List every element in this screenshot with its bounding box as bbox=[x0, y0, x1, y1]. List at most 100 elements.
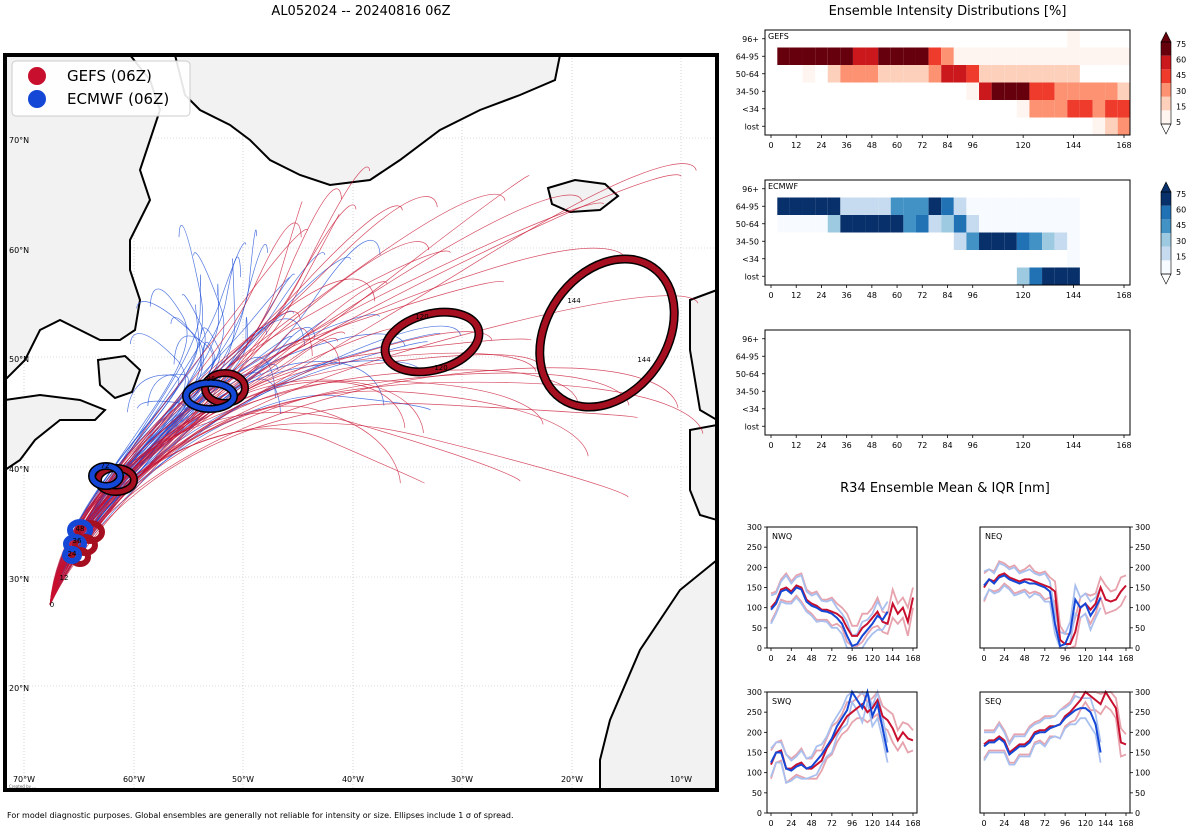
heatmap-cell bbox=[991, 65, 1005, 83]
heatmap-cell bbox=[1016, 65, 1030, 83]
heatmap-cell bbox=[890, 215, 904, 233]
heatmap-cell bbox=[1067, 100, 1080, 118]
x-tick-label: 144 bbox=[885, 654, 900, 663]
heatmap-cell bbox=[890, 65, 904, 83]
ensemble-track bbox=[49, 367, 679, 606]
iqr-line bbox=[770, 596, 889, 649]
heatmap-cell bbox=[928, 215, 942, 233]
heatmap-cell bbox=[802, 47, 816, 65]
x-tick-label: 48 bbox=[867, 141, 877, 150]
heatmap-cell bbox=[815, 197, 828, 215]
iqr-line bbox=[983, 582, 1127, 649]
lon-label: 30°W bbox=[451, 775, 473, 784]
colorbar-frame bbox=[1160, 191, 1172, 275]
y-tick-label: 100 bbox=[747, 769, 762, 778]
iqr-line bbox=[770, 571, 914, 627]
lat-label: 20°N bbox=[9, 684, 29, 693]
row-label: 64-95 bbox=[736, 52, 759, 61]
heatmap-cell bbox=[1054, 232, 1068, 250]
row-label: 34-50 bbox=[736, 87, 759, 96]
heatmap-cell bbox=[815, 215, 828, 233]
x-tick-label: 168 bbox=[905, 819, 920, 828]
x-tick-label: 96 bbox=[847, 819, 857, 828]
mean-line bbox=[983, 707, 1102, 757]
heatmap-cell bbox=[966, 65, 980, 83]
ecmwf-ellipse-72-fill bbox=[89, 463, 123, 489]
heatmap-cell bbox=[1092, 100, 1106, 118]
heatmap-cell bbox=[777, 197, 790, 215]
colorbar-segment bbox=[1161, 260, 1171, 274]
gefs-ellipse-120-fill bbox=[382, 309, 482, 375]
x-tick-label: 0 bbox=[768, 654, 773, 663]
row-label: 50-64 bbox=[736, 70, 759, 79]
heatmap-cell bbox=[1067, 30, 1080, 48]
panel-model-label: GEFS bbox=[768, 32, 789, 41]
colorbar: 75 60 45 30 15 5 bbox=[1160, 181, 1186, 285]
hour-label: 24 bbox=[68, 550, 77, 558]
x-tick-label: 36 bbox=[842, 441, 852, 450]
x-tick-label: 84 bbox=[942, 141, 952, 150]
x-tick-label: 168 bbox=[1116, 291, 1131, 300]
heatmap-cell bbox=[890, 197, 904, 215]
heatmap-cell bbox=[827, 197, 841, 215]
x-tick-label: 24 bbox=[786, 654, 796, 663]
heatmap-cell bbox=[840, 65, 853, 83]
x-tick-label: 168 bbox=[1118, 819, 1133, 828]
x-tick-label: 144 bbox=[1098, 654, 1113, 663]
x-tick-label: 120 bbox=[1016, 441, 1031, 450]
track-map: 0 12 24 36 48 72 96 120 120 144 144 70°N… bbox=[3, 53, 719, 792]
mean-line bbox=[770, 697, 914, 770]
heatmap-cell bbox=[979, 65, 992, 83]
heatmap-cell bbox=[966, 215, 980, 233]
row-label: lost bbox=[745, 122, 759, 131]
colorbar-segment bbox=[1161, 233, 1171, 247]
y-tick-label: 0 bbox=[1135, 644, 1140, 653]
x-tick-label: 24 bbox=[786, 819, 796, 828]
x-tick-label: 120 bbox=[1078, 654, 1093, 663]
heatmap-cell bbox=[878, 47, 891, 65]
colorbar-segment bbox=[1161, 69, 1171, 83]
ensemble-track bbox=[49, 247, 629, 606]
x-tick-label: 72 bbox=[1040, 654, 1050, 663]
gefs-ellipse-144-fill bbox=[536, 255, 678, 411]
heatmap-cell bbox=[966, 197, 980, 215]
x-tick-label: 24 bbox=[816, 291, 826, 300]
row-label: 50-64 bbox=[736, 220, 759, 229]
heatmap-cell bbox=[903, 47, 916, 65]
y-tick-label: 250 bbox=[747, 543, 762, 552]
heatmap-cell bbox=[827, 47, 841, 65]
heatmap-cell bbox=[953, 197, 967, 215]
heatmap-cell bbox=[1042, 82, 1055, 100]
heatmap-cell bbox=[903, 215, 916, 233]
footnote: For model diagnostic purposes. Global en… bbox=[7, 811, 514, 820]
heatmap-cell bbox=[865, 215, 879, 233]
ensemble-track bbox=[49, 295, 699, 606]
heatmap-cell bbox=[979, 197, 992, 215]
colorbar-extend-bottom bbox=[1160, 123, 1172, 135]
heatmap-cell bbox=[1016, 197, 1030, 215]
colorbar-segment bbox=[1161, 96, 1171, 111]
x-tick-label: 60 bbox=[892, 441, 902, 450]
row-label: 34-50 bbox=[736, 387, 759, 396]
ensemble-track bbox=[49, 369, 578, 606]
x-tick-label: 48 bbox=[867, 441, 877, 450]
heatmap-cell bbox=[1079, 100, 1093, 118]
ensemble-ellipses bbox=[62, 254, 679, 567]
lon-label: 70°W bbox=[13, 775, 35, 784]
x-tick-label: 96 bbox=[1060, 654, 1070, 663]
heatmap-cell bbox=[966, 232, 980, 250]
y-tick-label: 150 bbox=[1135, 749, 1150, 758]
ensemble-track bbox=[49, 194, 583, 606]
heatmap-cell bbox=[1042, 267, 1055, 285]
y-tick-label: 200 bbox=[747, 563, 762, 572]
heatmap-cell bbox=[1004, 65, 1017, 83]
ensemble-track bbox=[49, 379, 424, 606]
x-tick-label: 144 bbox=[1066, 441, 1081, 450]
heatmap-cell bbox=[1042, 197, 1055, 215]
y-tick-label: 300 bbox=[747, 523, 762, 532]
row-label: <34 bbox=[742, 405, 759, 414]
heatmap-cell bbox=[865, 65, 879, 83]
heatmap-cell bbox=[789, 197, 803, 215]
x-tick-label: 168 bbox=[1116, 141, 1131, 150]
